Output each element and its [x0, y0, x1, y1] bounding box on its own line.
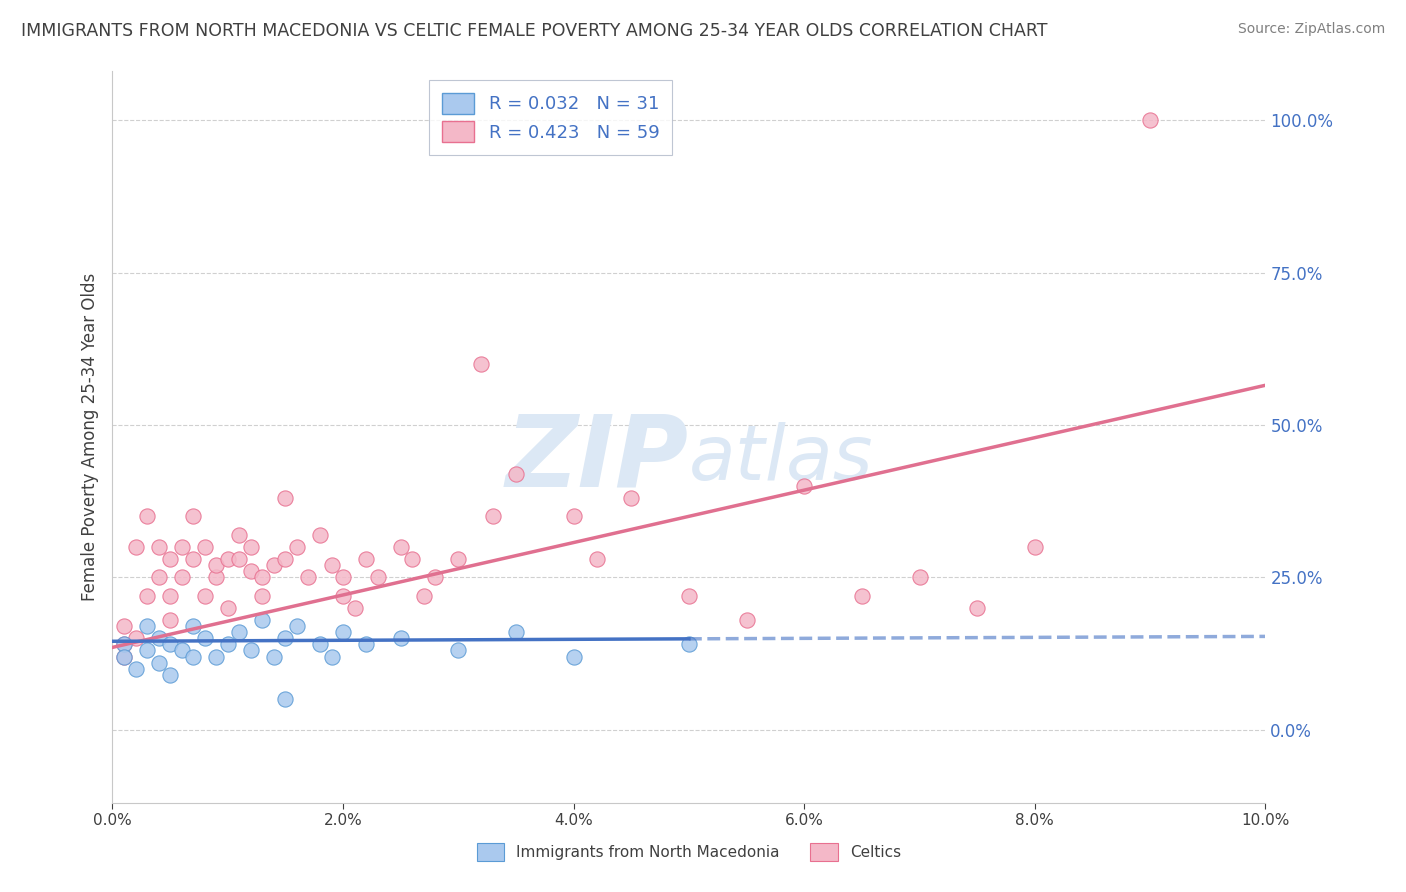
Point — [136, 509, 159, 524]
Point — [332, 589, 354, 603]
Text: Source: ZipAtlas.com: Source: ZipAtlas.com — [1237, 22, 1385, 37]
Point — [447, 643, 470, 657]
Point — [401, 552, 423, 566]
Point — [620, 491, 643, 505]
Point — [285, 619, 308, 633]
Point — [159, 637, 181, 651]
Point — [263, 558, 285, 573]
Point — [205, 570, 228, 584]
Point — [332, 570, 354, 584]
Point — [1024, 540, 1046, 554]
Point — [412, 589, 434, 603]
Point — [389, 540, 412, 554]
Point — [239, 643, 262, 657]
Point — [194, 540, 217, 554]
Text: atlas: atlas — [689, 422, 873, 496]
Point — [1139, 113, 1161, 128]
Point — [297, 570, 319, 584]
Point — [309, 637, 332, 651]
Point — [112, 619, 135, 633]
Point — [252, 613, 274, 627]
Point — [228, 625, 250, 640]
Point — [181, 552, 204, 566]
Point — [217, 637, 239, 651]
Point — [735, 613, 758, 627]
Point — [793, 479, 815, 493]
Point — [309, 527, 332, 541]
Point — [252, 570, 274, 584]
Point — [124, 632, 146, 646]
Point — [321, 558, 343, 573]
Point — [505, 625, 527, 640]
Point — [263, 649, 285, 664]
Text: IMMIGRANTS FROM NORTH MACEDONIA VS CELTIC FEMALE POVERTY AMONG 25-34 YEAR OLDS C: IMMIGRANTS FROM NORTH MACEDONIA VS CELTI… — [21, 22, 1047, 40]
Point — [678, 637, 700, 651]
Point — [678, 589, 700, 603]
Point — [159, 613, 181, 627]
Point — [159, 667, 181, 681]
Point — [181, 619, 204, 633]
Point — [194, 632, 217, 646]
Point — [228, 552, 250, 566]
Point — [252, 589, 274, 603]
Point — [148, 540, 170, 554]
Point — [148, 570, 170, 584]
Point — [148, 656, 170, 670]
Point — [228, 527, 250, 541]
Point — [217, 600, 239, 615]
Point — [332, 625, 354, 640]
Point — [367, 570, 389, 584]
Point — [585, 552, 607, 566]
Point — [470, 357, 492, 371]
Point — [112, 649, 135, 664]
Point — [136, 619, 159, 633]
Point — [239, 540, 262, 554]
Point — [354, 637, 377, 651]
Point — [217, 552, 239, 566]
Legend: Immigrants from North Macedonia, Celtics: Immigrants from North Macedonia, Celtics — [470, 836, 908, 868]
Point — [124, 662, 146, 676]
Point — [274, 552, 297, 566]
Point — [170, 643, 193, 657]
Point — [170, 540, 193, 554]
Point — [112, 637, 135, 651]
Point — [562, 649, 585, 664]
Point — [354, 552, 377, 566]
Point — [148, 632, 170, 646]
Point — [112, 637, 135, 651]
Point — [194, 589, 217, 603]
Point — [851, 589, 873, 603]
Point — [425, 570, 447, 584]
Point — [562, 509, 585, 524]
Text: ZIP: ZIP — [506, 410, 689, 508]
Y-axis label: Female Poverty Among 25-34 Year Olds: Female Poverty Among 25-34 Year Olds — [80, 273, 98, 601]
Point — [274, 491, 297, 505]
Point — [274, 692, 297, 706]
Point — [505, 467, 527, 481]
Point — [966, 600, 988, 615]
Point — [321, 649, 343, 664]
Point — [136, 643, 159, 657]
Point — [205, 649, 228, 664]
Point — [389, 632, 412, 646]
Point — [170, 570, 193, 584]
Point — [159, 552, 181, 566]
Point — [285, 540, 308, 554]
Point — [181, 509, 204, 524]
Point — [908, 570, 931, 584]
Point — [447, 552, 470, 566]
Point — [124, 540, 146, 554]
Point — [343, 600, 366, 615]
Point — [205, 558, 228, 573]
Point — [159, 589, 181, 603]
Point — [136, 589, 159, 603]
Point — [274, 632, 297, 646]
Point — [239, 564, 262, 578]
Point — [482, 509, 505, 524]
Point — [181, 649, 204, 664]
Point — [112, 649, 135, 664]
